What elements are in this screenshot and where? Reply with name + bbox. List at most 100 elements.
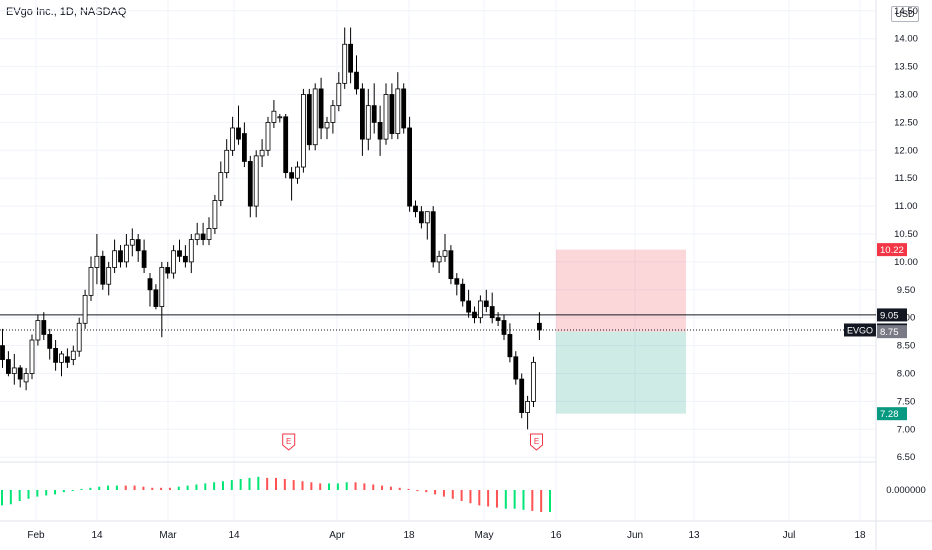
- histogram-bar: [18, 490, 21, 501]
- price-tick-label: 8.50: [897, 341, 916, 352]
- candle-body: [460, 283, 466, 302]
- candle-body: [466, 300, 472, 313]
- candle-body: [6, 359, 11, 374]
- candle-body: [495, 317, 501, 321]
- candle-body: [418, 211, 424, 224]
- histogram-bar: [133, 485, 136, 490]
- histogram-bar: [513, 490, 516, 509]
- candle-body: [454, 278, 460, 285]
- candle-body: [436, 255, 442, 263]
- candle-body: [35, 320, 41, 341]
- histogram-bar: [522, 490, 525, 510]
- histogram-bar: [540, 490, 543, 512]
- histogram-bar: [328, 483, 331, 490]
- histogram-bar: [434, 490, 437, 495]
- price-tick-label: 14.50: [894, 6, 918, 17]
- candle-body: [17, 367, 23, 380]
- candle-body: [135, 239, 141, 252]
- histogram-bar: [9, 490, 12, 505]
- candle-body: [395, 88, 401, 134]
- histogram-series: [1, 476, 551, 512]
- price-tick-label: 7.00: [897, 424, 916, 435]
- histogram-bar: [478, 490, 481, 506]
- time-tick-label: Mar: [159, 530, 177, 541]
- candle-body: [318, 88, 324, 129]
- candle-body: [359, 88, 365, 140]
- histogram-bar: [451, 490, 454, 499]
- time-tick-label: 18: [854, 530, 866, 541]
- price-tag-label: 10.22: [880, 245, 904, 256]
- symbol-tag-label: EVGO: [847, 325, 873, 335]
- candle-body: [112, 250, 117, 268]
- histogram-bar: [124, 485, 127, 490]
- candle-body: [82, 294, 88, 324]
- histogram-bar: [160, 487, 163, 490]
- candle-body: [241, 133, 247, 162]
- histogram-bar: [504, 490, 507, 509]
- histogram-bar: [177, 486, 180, 490]
- histogram-bar: [495, 490, 498, 508]
- price-tick-label: 6.50: [897, 452, 916, 463]
- candle-body: [389, 94, 395, 134]
- histogram-bar: [89, 487, 92, 490]
- histogram-bar: [151, 487, 154, 490]
- candle-body: [41, 320, 47, 335]
- candle-body: [537, 322, 542, 331]
- price-tick-label: 7.50: [897, 396, 916, 407]
- histogram-bar: [416, 490, 419, 492]
- price-tick-label: 13.50: [894, 62, 918, 73]
- candle-body: [106, 267, 112, 285]
- price-tick-label: 8.00: [897, 369, 916, 380]
- candle-body: [206, 228, 212, 240]
- candle-body: [383, 94, 389, 140]
- candle-body: [88, 267, 94, 296]
- candle-body: [76, 322, 82, 352]
- candle-body: [477, 300, 483, 319]
- histogram-bar: [239, 479, 242, 490]
- histogram-bar: [363, 483, 366, 490]
- histogram-bar: [549, 490, 551, 512]
- price-tick-label: 9.50: [897, 285, 916, 296]
- histogram-bar: [310, 482, 313, 490]
- candle-body: [118, 250, 123, 263]
- price-tag-bg: [877, 325, 907, 339]
- time-tick-label: 14: [228, 530, 240, 541]
- candle-body: [348, 43, 354, 73]
- price-tag-bg: [877, 243, 907, 257]
- price-tick-label: 10.50: [894, 229, 918, 240]
- time-tick-label: 13: [688, 530, 700, 541]
- candle-body: [194, 233, 200, 240]
- price-tick-label: 13.00: [894, 89, 918, 100]
- candle-body: [365, 105, 371, 140]
- candle-body: [342, 43, 348, 84]
- histogram-bar: [487, 490, 490, 507]
- time-tick-label: May: [475, 530, 494, 541]
- histogram-bar: [407, 488, 410, 490]
- candle-body: [182, 255, 188, 263]
- candle-body: [354, 71, 359, 90]
- candle-body: [218, 172, 224, 201]
- histogram-bar: [168, 487, 171, 490]
- candle-body: [407, 127, 413, 207]
- candle-body: [442, 250, 448, 257]
- candle-body: [289, 172, 295, 179]
- candle-body: [448, 250, 454, 280]
- candle-body: [277, 116, 283, 119]
- candle-body: [70, 350, 76, 360]
- currency-button[interactable]: USD: [891, 6, 919, 22]
- candle-body: [253, 155, 259, 207]
- candle-body: [271, 110, 277, 123]
- candle-body: [472, 311, 477, 319]
- price-tag-bg: [877, 308, 907, 322]
- earnings-marker-label: E: [534, 437, 539, 446]
- candle-body: [525, 401, 530, 413]
- histogram-tick-label: 0.000000: [886, 485, 926, 496]
- price-tag-label: 7.28: [880, 409, 899, 420]
- candlestick-series: [0, 27, 542, 430]
- candle-body: [371, 105, 377, 123]
- candle-body: [401, 88, 407, 129]
- histogram-bar: [301, 481, 304, 490]
